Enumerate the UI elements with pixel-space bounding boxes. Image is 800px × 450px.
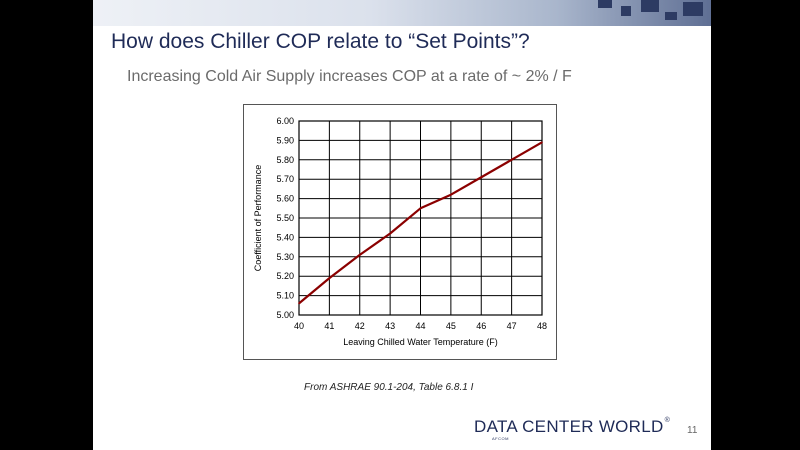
y-tick-label: 6.00 [276,116,294,126]
x-tick-label: 46 [476,321,486,331]
y-tick-label: 5.30 [276,252,294,262]
header-decoration [621,6,631,16]
cop-data-point [298,302,300,305]
y-tick-label: 5.90 [276,135,294,145]
slide: How does Chiller COP relate to “Set Poin… [93,0,711,450]
y-tick-label: 5.70 [276,174,294,184]
plot-frame [298,120,543,316]
header-decoration [683,2,703,16]
x-tick-label: 41 [324,321,334,331]
x-tick-label: 44 [415,321,425,331]
x-tick-label: 43 [385,321,395,331]
cop-data-point [358,254,361,256]
y-tick-label: 5.80 [276,155,294,165]
x-tick-label: 45 [446,321,456,331]
cop-data-point [510,159,513,161]
page-number: 11 [687,425,698,436]
y-tick-label: 5.20 [276,271,294,281]
y-tick-label: 5.50 [276,213,294,223]
slide-title: How does Chiller COP relate to “Set Poin… [111,30,530,53]
chart: 40 41 42 43 44 45 46 47 48 5.00 5.10 5.20 5.30 5.40 5.… [243,104,557,360]
y-tick-label: 5.60 [276,194,294,204]
slide-subtitle: Increasing Cold Air Supply increases COP… [127,68,572,85]
x-tick-label: 42 [355,321,365,331]
header-decoration [598,0,612,8]
chart-svg: 40 41 42 43 44 45 46 47 48 5.00 5.10 5.20 5.30 5.40 5.… [253,116,547,347]
x-tick-label: 48 [537,321,547,331]
x-tick-label: 40 [294,321,304,331]
data-center-world-logo: DATA CENTER WORLD® [474,417,670,437]
y-tick-label: 5.40 [276,232,294,242]
y-tick-label: 5.00 [276,310,294,320]
x-axis-label: Leaving Chilled Water Temperature (F) [343,337,498,347]
cop-data-point [541,141,543,144]
source-note: From ASHRAE 90.1-204, Table 6.8.1 I [304,382,474,393]
cop-data-point [328,277,331,279]
logo-text: DATA CENTER WORLD [474,417,664,436]
logo-subtext: AFCOM [492,436,509,441]
cop-data-point [389,232,391,235]
header-decoration [665,12,677,20]
x-tick-label: 47 [507,321,517,331]
cop-data-point [450,193,452,196]
header-decoration [641,0,659,12]
logo-registered-mark: ® [664,417,671,424]
cop-data-point [480,176,483,179]
cop-data-point [419,207,422,210]
header-band [93,0,711,26]
y-tick-label: 5.10 [276,291,294,301]
y-axis-label: Coefficient of Performance [253,165,263,271]
